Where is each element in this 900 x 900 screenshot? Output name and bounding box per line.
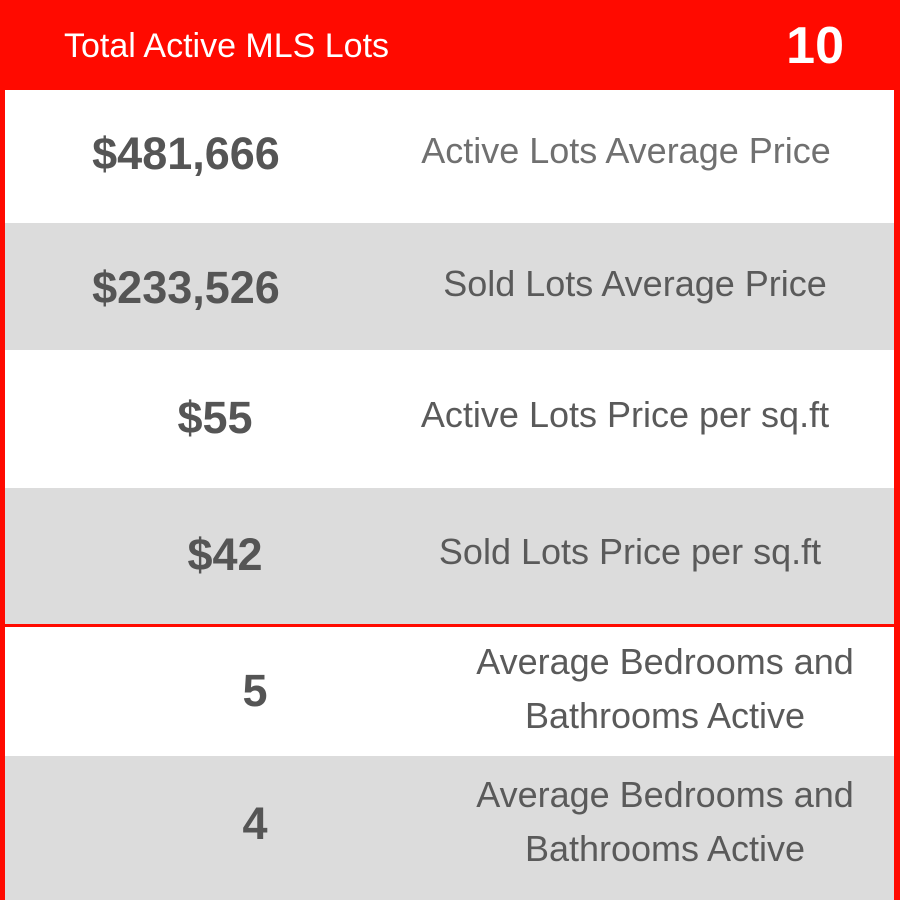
stat-label: Active Lots Average Price [421,130,831,171]
stat-label-line: Average Bedrooms and [476,774,854,815]
stat-label: Average Bedrooms and Bathrooms Active [445,635,885,743]
price-stats-panel: $481,666 Active Lots Average Price $233,… [5,90,894,624]
stat-value: $481,666 [92,128,280,179]
stat-value: 5 [242,665,268,716]
total-count: 10 [786,17,844,75]
stat-label: Average Bedrooms and Bathrooms Active [445,768,885,876]
header-title: Total Active MLS Lots [64,27,390,65]
stat-row: 5 Average Bedrooms and Bathrooms Active [5,627,894,756]
stat-value: $233,526 [92,262,280,313]
stat-row: $42 Sold Lots Price per sq.ft [5,488,894,624]
stat-row: 4 Average Bedrooms and Bathrooms Active [5,756,894,900]
stat-label-line: Bathrooms Active [524,828,806,869]
stat-label: Active Lots Price per sq.ft [420,394,830,435]
header-bar: Total Active MLS Lots 10 [0,0,900,90]
stat-value: $55 [177,392,253,443]
stat-label: Sold Lots Average Price [443,263,827,304]
stat-row: $55 Active Lots Price per sq.ft [5,350,894,488]
stat-label-line: Average Bedrooms and [476,641,854,682]
stat-value: $42 [187,529,263,580]
stat-label-line: Bathrooms Active [524,695,806,736]
room-stats-panel: 5 Average Bedrooms and Bathrooms Active … [5,627,894,900]
stat-row: $233,526 Sold Lots Average Price [5,223,894,350]
stat-value: 4 [242,798,268,849]
stat-row: $481,666 Active Lots Average Price [5,90,894,223]
stat-label: Sold Lots Price per sq.ft [438,531,822,572]
